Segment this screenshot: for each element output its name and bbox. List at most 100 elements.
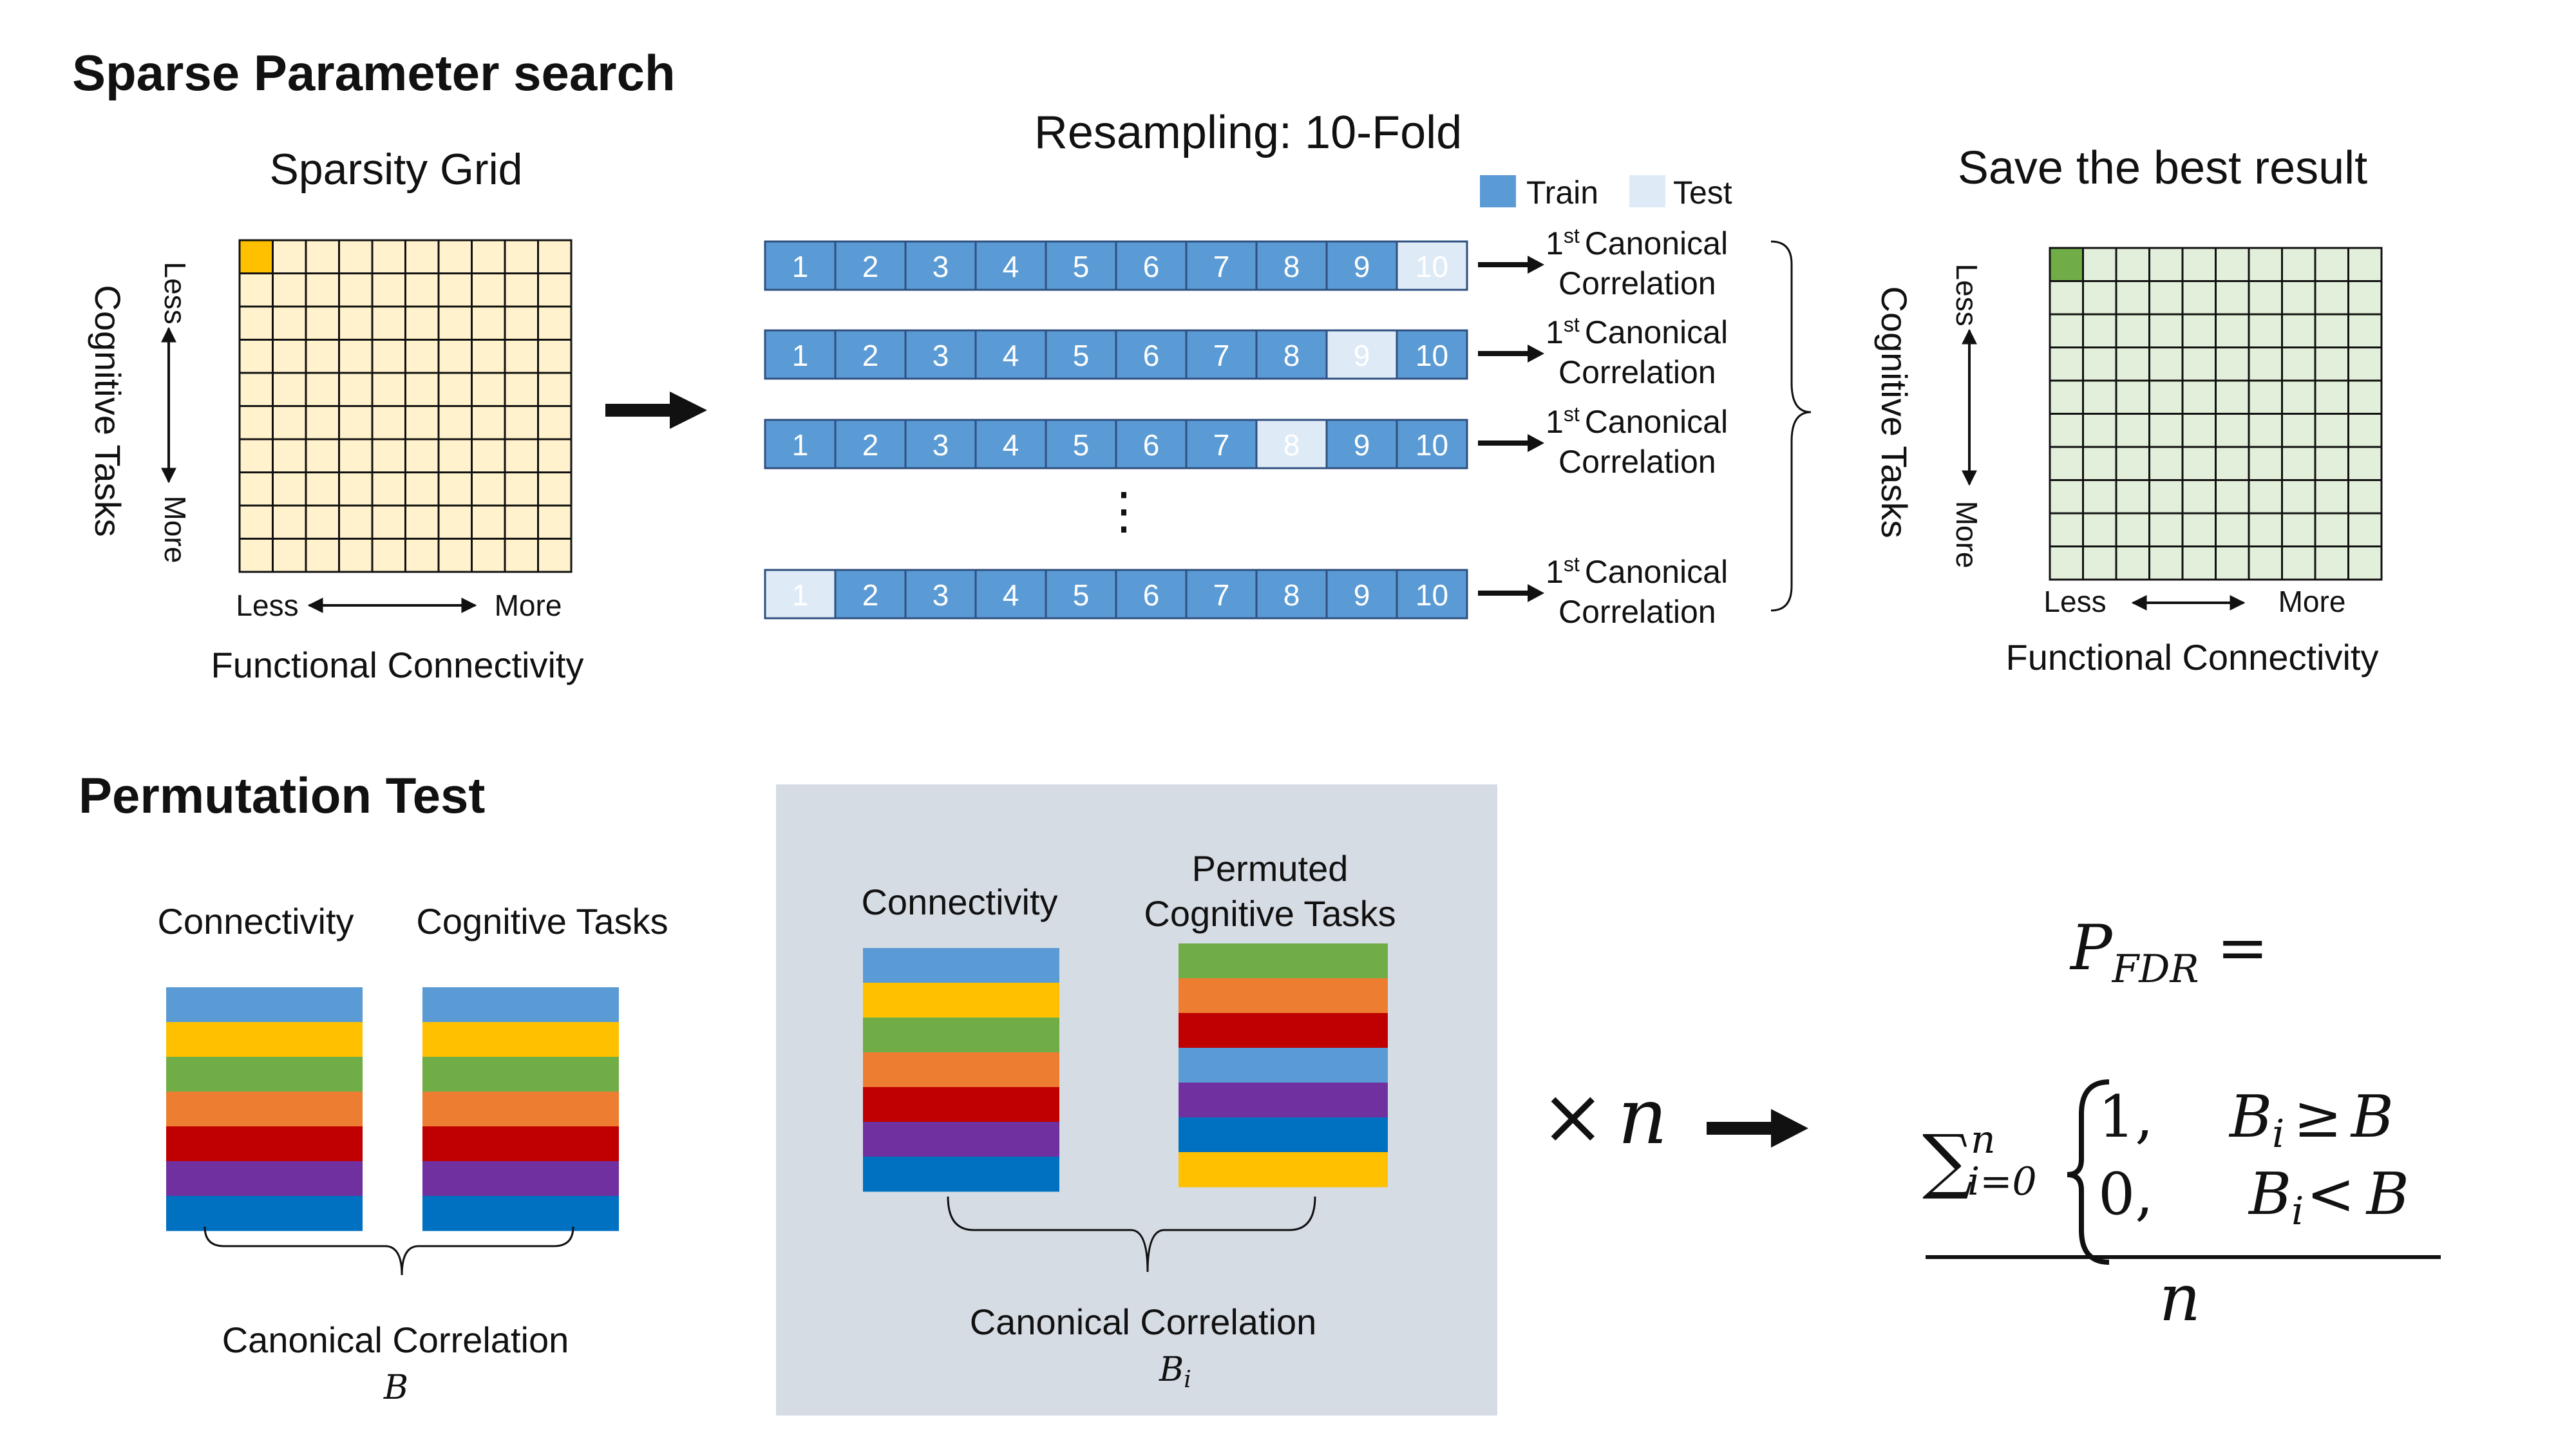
sparsity-grid-cell bbox=[437, 538, 473, 573]
best-grid-cell bbox=[2314, 280, 2349, 316]
legend-test-label: Test bbox=[1673, 175, 1732, 211]
best-grid-cell bbox=[2082, 247, 2117, 282]
sparsity-grid-cell bbox=[272, 405, 307, 440]
sparsity-grid-cell bbox=[471, 272, 506, 308]
sparse-parameter-search-title: Sparse Parameter search bbox=[72, 44, 676, 101]
sparsity-grid-cell bbox=[471, 372, 506, 407]
formula-case2-value: 0, bbox=[2098, 1160, 2154, 1228]
best-grid-cell bbox=[2181, 313, 2217, 348]
sparsity-grid-cell bbox=[305, 305, 340, 341]
cognitive-tasks-stripe bbox=[422, 1022, 619, 1057]
best-grid-cell bbox=[2115, 512, 2150, 547]
fold-result-line1: 1st Canonical bbox=[1546, 224, 1728, 261]
sparsity-grid-cell bbox=[471, 538, 506, 573]
sparsity-grid-cell bbox=[504, 504, 539, 540]
connectivity-stripe bbox=[166, 1092, 363, 1127]
permutation-test-title: Permutation Test bbox=[79, 767, 485, 824]
sparsity-grid-cell bbox=[305, 438, 340, 473]
panel-permuted-stripe bbox=[1179, 1013, 1388, 1048]
best-grid-cell bbox=[2347, 512, 2383, 547]
best-grid-cell bbox=[2248, 479, 2283, 515]
best-grid-cell bbox=[2049, 479, 2084, 515]
formula-sum-sup: n bbox=[1971, 1117, 1996, 1162]
fold-number: 9 bbox=[1354, 250, 1370, 283]
fold-number: 6 bbox=[1143, 250, 1160, 283]
fold-train-cell bbox=[1396, 569, 1468, 620]
best-y-more-label: More bbox=[1950, 501, 1984, 569]
best-grid-cell bbox=[2215, 247, 2250, 282]
fold-train-cell bbox=[834, 240, 907, 291]
sparsity-grid-cell bbox=[537, 438, 573, 473]
best-x-more-label: More bbox=[2278, 585, 2346, 618]
sparsity-grid-cell bbox=[404, 438, 440, 473]
sparsity-grid-cell bbox=[437, 339, 473, 374]
sparsity-grid-cell bbox=[537, 405, 573, 440]
fold-row: 1 2 3 4 5 6 7 8 9 10 1st Canonical Correlation bbox=[764, 313, 1728, 390]
best-grid-cell bbox=[2049, 545, 2084, 581]
fold-number: 2 bbox=[862, 428, 879, 462]
fold-train-cell bbox=[1396, 419, 1468, 469]
sparsity-grid-cell bbox=[471, 504, 506, 540]
fold-train-cell bbox=[1255, 240, 1328, 291]
best-grid-cell bbox=[2082, 313, 2117, 348]
sparsity-grid-cell bbox=[238, 305, 274, 341]
fold-result-arrow-head bbox=[1528, 345, 1544, 363]
best-grid-cell bbox=[2148, 346, 2184, 382]
sparsity-grid-cell bbox=[305, 504, 340, 540]
fold-test-cell bbox=[1396, 240, 1468, 291]
panel-connectivity-stripe bbox=[863, 948, 1059, 983]
best-grid-cell bbox=[2314, 512, 2349, 547]
fold-number: 1 bbox=[792, 428, 809, 462]
sparsity-grid-cell bbox=[471, 305, 506, 341]
best-grid-cell bbox=[2115, 545, 2150, 581]
fold-number: 1 bbox=[792, 250, 809, 283]
sparsity-grid-highlight-cell bbox=[238, 239, 274, 274]
best-grid-cell bbox=[2115, 446, 2150, 481]
fold-result-arrow-head bbox=[1528, 434, 1544, 452]
sparsity-grid-cell bbox=[371, 239, 406, 274]
formula-case1-value: 1, bbox=[2098, 1083, 2154, 1151]
best-grid-cell bbox=[2281, 545, 2316, 581]
best-grid-cell bbox=[2082, 545, 2117, 581]
sparsity-grid-cell bbox=[272, 239, 307, 274]
sparsity-grid-cell bbox=[338, 305, 374, 341]
sparsity-grid-cell bbox=[504, 471, 539, 507]
formula-case2-condition: Bi< B bbox=[2248, 1160, 2409, 1234]
panel-permuted-stripe bbox=[1179, 943, 1388, 979]
original-brace bbox=[204, 1226, 574, 1276]
best-grid-cell bbox=[2347, 346, 2383, 382]
best-grid-cell bbox=[2281, 313, 2316, 348]
best-grid-cell bbox=[2148, 280, 2184, 316]
panel-permuted-stripe bbox=[1179, 1152, 1388, 1188]
best-grid-cell bbox=[2347, 280, 2383, 316]
best-grid-cell bbox=[2248, 247, 2283, 282]
best-grid-cell bbox=[2082, 379, 2117, 415]
best-grid-cell bbox=[2082, 280, 2117, 316]
best-grid-cell bbox=[2215, 512, 2250, 547]
sparsity-grid-cell bbox=[371, 272, 406, 308]
grid-y-axis-label: Cognitive Tasks bbox=[88, 285, 128, 536]
connectivity-stripe bbox=[166, 1057, 363, 1092]
fold-number: 10 bbox=[1416, 578, 1448, 612]
sparsity-grid-cell bbox=[238, 471, 274, 507]
fold-result-arrow-head bbox=[1528, 584, 1544, 602]
sparsity-grid-cell bbox=[238, 538, 274, 573]
sparsity-grid-cell bbox=[338, 272, 374, 308]
sparsity-grid-cell bbox=[504, 405, 539, 440]
sparsity-grid-cell bbox=[437, 504, 473, 540]
best-grid-cell bbox=[2281, 280, 2316, 316]
sparsity-grid-cell bbox=[338, 471, 374, 507]
best-grid-cell bbox=[2215, 479, 2250, 515]
fold-number: 8 bbox=[1283, 339, 1300, 372]
sparsity-grid-cell bbox=[338, 239, 374, 274]
grid-y-less-label: Less bbox=[158, 261, 192, 324]
best-grid-cell bbox=[2115, 280, 2150, 316]
best-grid-cell bbox=[2248, 280, 2283, 316]
best-grid-cell bbox=[2049, 313, 2084, 348]
sparsity-grid-cell bbox=[305, 239, 340, 274]
best-grid-cell bbox=[2314, 379, 2349, 415]
fold-number: 3 bbox=[933, 250, 949, 283]
panel-connectivity-label: Connectivity bbox=[861, 882, 1057, 922]
fold-train-cell bbox=[974, 240, 1047, 291]
